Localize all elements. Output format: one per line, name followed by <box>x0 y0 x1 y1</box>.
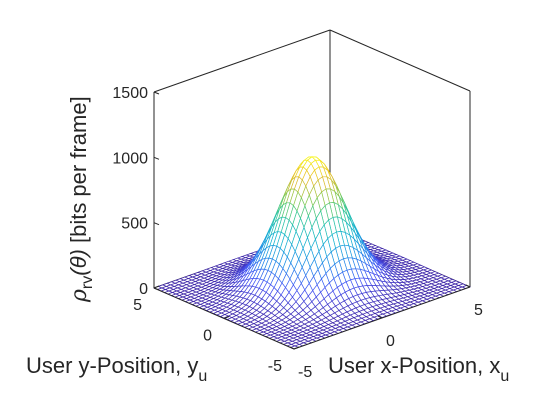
x-tick-mark <box>465 284 471 288</box>
y-tick-mark <box>293 346 300 350</box>
z-tick-label-0: 0 <box>139 281 148 298</box>
y-tick-label-5: 5 <box>133 297 142 314</box>
x-tick-mark <box>289 346 295 350</box>
y-tick-label-0: 0 <box>203 328 212 345</box>
axis-labels: User y-Position, yu User x-Position, xu … <box>26 96 509 385</box>
z-tick-label-1000: 1000 <box>112 150 148 167</box>
y-axis-label: User y-Position, yu <box>26 353 207 385</box>
tick-labels: 0 500 1000 1500 5 0 -5 -5 0 5 <box>112 85 483 381</box>
z-tick-mark <box>153 91 160 95</box>
x-tick-mark <box>377 315 383 319</box>
z-tick-mark <box>153 222 160 226</box>
axes-back-edge <box>153 29 331 93</box>
x-tick-label-5: 5 <box>474 302 483 319</box>
z-tick-label-500: 500 <box>121 216 148 233</box>
y-tick-mark <box>223 316 230 319</box>
z-tick-label-1500: 1500 <box>112 85 148 102</box>
tick-marks <box>153 91 471 350</box>
x-tick-label-neg5: -5 <box>298 364 312 381</box>
z-tick-mark <box>153 156 160 160</box>
y-tick-label-neg5: -5 <box>268 358 282 375</box>
z-axis-label: ρrv(θ) [bits per frame] <box>66 96 96 303</box>
surface-mesh <box>153 156 471 350</box>
x-axis-label: User x-Position, xu <box>328 353 509 385</box>
axes-back-edge <box>329 29 471 92</box>
z-tick-mark <box>153 287 160 291</box>
y-tick-mark <box>153 285 160 289</box>
x-tick-label-0: 0 <box>386 333 395 350</box>
